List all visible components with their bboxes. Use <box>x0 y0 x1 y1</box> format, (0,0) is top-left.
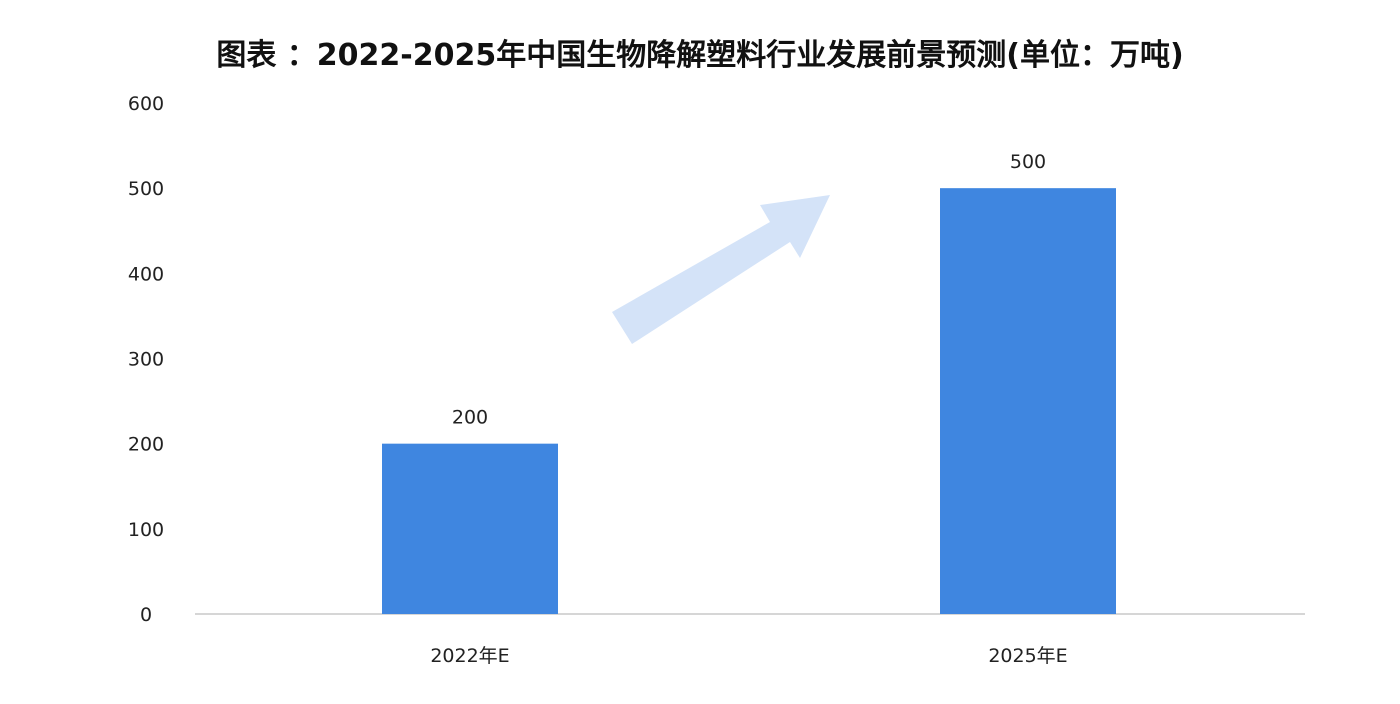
bar <box>940 188 1116 614</box>
y-tick-label: 100 <box>128 519 164 541</box>
x-tick-label: 2025年E <box>988 645 1067 667</box>
arrow-decoration-icon <box>612 195 830 344</box>
y-tick-label: 600 <box>128 93 164 115</box>
x-tick-label: 2022年E <box>430 645 509 667</box>
data-label: 500 <box>1010 151 1046 173</box>
data-label: 200 <box>452 407 488 429</box>
chart-title: 图表 ：2022-2025年中国生物降解塑料行业发展前景预测(单位：万吨) <box>216 38 1184 73</box>
y-tick-label: 0 <box>140 604 152 626</box>
y-tick-label: 300 <box>128 349 164 371</box>
y-tick-label: 200 <box>128 434 164 456</box>
bar <box>382 443 558 614</box>
y-tick-label: 400 <box>128 263 164 285</box>
y-tick-label: 500 <box>128 178 164 200</box>
